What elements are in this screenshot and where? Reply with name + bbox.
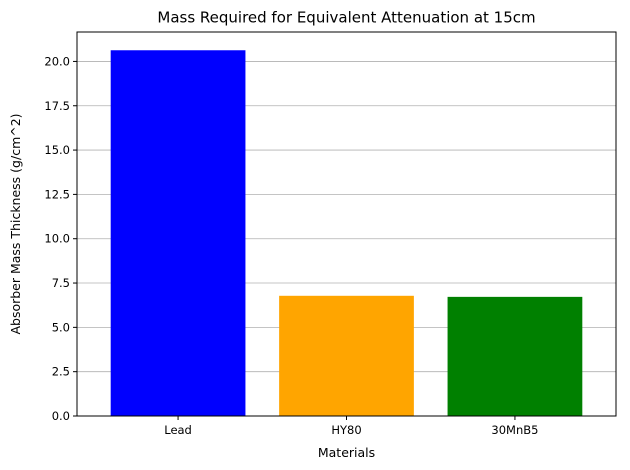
y-tick-label: 15.0 <box>44 143 70 157</box>
bar-30mnb5 <box>447 296 583 416</box>
x-tick-label: HY80 <box>331 423 361 437</box>
chart-title: Mass Required for Equivalent Attenuation… <box>157 9 535 27</box>
bar-lead <box>110 50 246 417</box>
x-axis-label: Materials <box>318 445 375 460</box>
y-tick-label: 10.0 <box>44 232 70 246</box>
x-tick-label: 30MnB5 <box>491 423 538 437</box>
bars <box>110 50 583 417</box>
bar-hy80 <box>279 295 414 416</box>
y-tick-label: 20.0 <box>44 54 70 68</box>
y-tick-label: 2.5 <box>52 365 70 379</box>
y-tick-label: 0.0 <box>52 409 70 423</box>
y-tick-label: 7.5 <box>52 276 70 290</box>
x-axis-ticks: Lead HY80 30MnB5 <box>164 416 538 437</box>
y-tick-label: 12.5 <box>44 187 70 201</box>
x-tick-label: Lead <box>164 423 192 437</box>
y-tick-label: 5.0 <box>52 320 70 334</box>
y-axis-ticks: 0.0 2.5 5.0 7.5 10.0 12.5 15.0 17.5 20.0 <box>44 54 77 423</box>
y-axis-label: Absorber Mass Thickness (g/cm^2) <box>8 113 23 334</box>
y-tick-label: 17.5 <box>44 99 70 113</box>
